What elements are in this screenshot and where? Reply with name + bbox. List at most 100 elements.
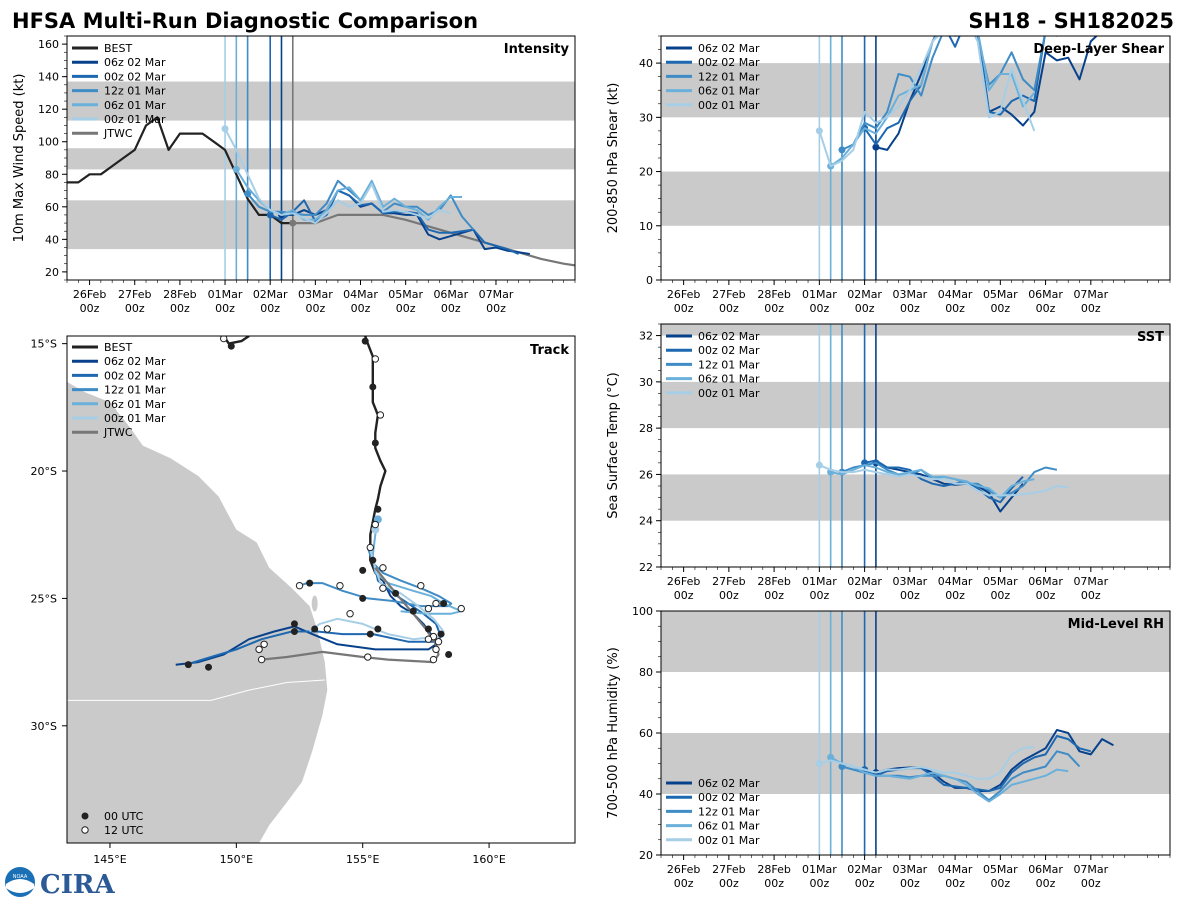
intensity-xtick-sublabel: 00z xyxy=(351,302,371,315)
track-series-BEST xyxy=(222,336,250,345)
shear-xtick-label: 05Mar xyxy=(983,288,1018,301)
rh-xtick-label: 07Mar xyxy=(1073,863,1108,876)
track-marker-12utc xyxy=(432,599,440,608)
shear-series-r00z02 xyxy=(863,36,1057,146)
track-legend-label: 00z 02 Mar xyxy=(104,369,166,382)
figure-title: HFSA Multi-Run Diagnostic Comparison xyxy=(12,9,478,33)
track-legend-label: 06z 02 Mar xyxy=(104,355,166,368)
track-marker-12utc xyxy=(417,581,425,590)
track-frame xyxy=(66,335,576,844)
intensity-band-2 xyxy=(67,81,575,121)
track-series-r00z02 xyxy=(185,567,442,666)
track-series-JTWC xyxy=(261,567,440,664)
sst-ytick-label: 28 xyxy=(639,422,653,435)
track-marker-00utc xyxy=(437,630,445,638)
track-marker-12utc xyxy=(424,604,433,613)
sst-legend-label: 12z 01 Mar xyxy=(698,358,760,371)
track-marker-12utc xyxy=(379,584,387,592)
shear-ytick-label: 30 xyxy=(639,111,653,124)
rh-init-point-r06z01 xyxy=(827,753,835,761)
sst-ytick-label: 24 xyxy=(639,515,653,528)
rh-plot-area xyxy=(661,611,1170,855)
sst-legend-label: 00z 02 Mar xyxy=(698,344,760,357)
sst-series-r00z01 xyxy=(819,464,1069,497)
intensity-xtick-label: 26Feb xyxy=(73,288,106,301)
track-marker-00utc xyxy=(371,439,379,447)
intensity-xtick-label: 28Feb xyxy=(163,288,196,301)
shear-legend-label: 00z 01 Mar xyxy=(698,99,760,112)
intensity-xtick-sublabel: 00z xyxy=(80,302,100,315)
sst-ytick-label: 26 xyxy=(639,468,653,481)
track-marker-12utc xyxy=(323,625,332,633)
intensity-series-r00z01 xyxy=(224,128,452,225)
track-marker-00utc xyxy=(369,556,377,564)
intensity-xtick-sublabel: 00z xyxy=(260,302,280,315)
track-marker-00utc xyxy=(424,625,432,633)
rh-xtick-label: 01Mar xyxy=(802,863,837,876)
track-marker-00utc xyxy=(290,628,298,636)
sst-xtick-label: 02Mar xyxy=(847,575,882,588)
track-marker-00utc xyxy=(290,620,298,628)
shear-init-point-r00z01 xyxy=(815,127,823,135)
shear-band-1 xyxy=(661,63,1170,118)
intensity-ytick-label: 60 xyxy=(45,201,59,214)
sst-band-1 xyxy=(661,381,1170,429)
track-xtick-label: 145°E xyxy=(93,853,126,866)
track-marker-12utc xyxy=(457,604,465,613)
intensity-xtick-label: 05Mar xyxy=(388,288,423,301)
track-marker-00utc xyxy=(445,650,453,658)
intensity-legend-label: 12z 01 Mar xyxy=(104,85,166,98)
shear-ylabel: 200-850 hPa Shear (kt) xyxy=(606,83,621,234)
intensity-init-point-r06z01 xyxy=(232,165,240,173)
track-legend-label: 12z 01 Mar xyxy=(104,384,166,397)
rh-ytick-label: 40 xyxy=(639,788,653,801)
rh-xtick-sublabel: 00z xyxy=(945,877,965,890)
sst-xtick-label: 07Mar xyxy=(1073,575,1108,588)
sst-xtick-label: 04Mar xyxy=(938,575,973,588)
rh-xtick-sublabel: 00z xyxy=(990,877,1010,890)
shear-init-point-r06z02 xyxy=(872,143,880,151)
intensity-xtick-label: 03Mar xyxy=(298,288,333,301)
marker-legend-00-swatch xyxy=(81,812,89,820)
sst-band-2 xyxy=(661,324,1170,336)
rh-ytick-label: 20 xyxy=(639,849,653,862)
track-marker-12utc xyxy=(424,635,433,643)
shear-xtick-label: 27Feb xyxy=(712,288,745,301)
intensity-ytick-label: 160 xyxy=(38,38,59,51)
track-ytick-label: 25°S xyxy=(31,592,57,605)
rh-xtick-sublabel: 00z xyxy=(674,877,694,890)
intensity-xtick-sublabel: 00z xyxy=(396,302,416,315)
track-marker-00utc xyxy=(359,594,367,602)
rh-xtick-sublabel: 00z xyxy=(719,877,739,890)
intensity-jtwc-init-point xyxy=(289,219,297,227)
intensity-xtick-label: 01Mar xyxy=(208,288,243,301)
shear-xtick-sublabel: 00z xyxy=(719,302,739,315)
sst-xtick-sublabel: 00z xyxy=(990,589,1010,602)
track-marker-00utc xyxy=(440,600,448,608)
track-marker-12utc xyxy=(366,543,374,552)
shear-panel: 01020304026Feb00z27Feb00z28Feb00z01Mar00… xyxy=(606,35,1171,315)
sst-legend-label: 06z 02 Mar xyxy=(698,330,760,343)
shear-legend-label: 12z 01 Mar xyxy=(698,70,760,83)
sst-ytick-label: 30 xyxy=(639,376,653,389)
track-series-r12z01 xyxy=(299,547,453,608)
track-xtick-label: 155°E xyxy=(346,853,379,866)
rh-series-r00z01 xyxy=(819,745,1035,780)
shear-plot-area xyxy=(661,36,1170,280)
sst-band-0 xyxy=(661,474,1170,521)
sst-xtick-label: 01Mar xyxy=(802,575,837,588)
track-ytick-label: 30°S xyxy=(31,720,57,733)
intensity-plot-area xyxy=(67,36,575,280)
track-marker-00utc xyxy=(227,342,235,350)
intensity-legend-label: 06z 01 Mar xyxy=(104,99,166,112)
intensity-series-BEST xyxy=(67,116,293,225)
rh-band-1 xyxy=(661,611,1170,672)
sst-xtick-label: 06Mar xyxy=(1028,575,1063,588)
sst-panel: 22242628303226Feb00z27Feb00z28Feb00z01Ma… xyxy=(606,323,1171,602)
shear-xtick-label: 01Mar xyxy=(802,288,837,301)
shear-xtick-sublabel: 00z xyxy=(1036,302,1056,315)
intensity-band-1 xyxy=(67,148,575,170)
sst-init-point-r00z01 xyxy=(815,461,823,469)
